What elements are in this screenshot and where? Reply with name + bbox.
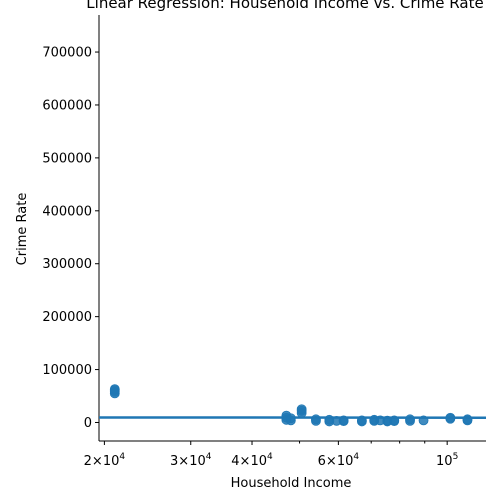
- x-axis: 2×104 3×104 4×104 6×104 105: [84, 440, 486, 469]
- y-tick-label: 100000: [42, 363, 92, 378]
- plot-area: [98, 384, 487, 427]
- y-tick-label: 200000: [42, 310, 92, 325]
- x-tick-label: 6×104: [318, 452, 360, 469]
- y-tick-label: 600000: [42, 98, 92, 113]
- y-axis-label: Crime Rate: [15, 193, 30, 266]
- data-point: [445, 412, 456, 423]
- y-tick-label: 0: [84, 416, 92, 431]
- x-tick-label: 2×104: [84, 452, 126, 469]
- x-tick-label: 3×104: [170, 452, 212, 469]
- data-point: [356, 415, 367, 426]
- y-tick-label: 300000: [42, 257, 92, 272]
- y-tick-label: 500000: [42, 151, 92, 166]
- data-point: [418, 415, 429, 426]
- data-point: [462, 414, 473, 425]
- y-axis: 0 100000 200000 300000 400000 500000 600000 700…: [42, 15, 100, 441]
- y-tick-label: 700000: [42, 46, 92, 61]
- x-axis-label: Household Income: [231, 476, 352, 491]
- x-tick-label: 105: [436, 452, 458, 469]
- y-tick-label: 400000: [42, 204, 92, 219]
- chart-title: Linear Regression: Household Income vs. …: [86, 0, 483, 12]
- data-point: [405, 414, 415, 425]
- data-point: [311, 414, 321, 425]
- x-tick-label: 4×104: [231, 452, 273, 469]
- data-point: [296, 404, 307, 415]
- data-point: [338, 415, 349, 426]
- data-point: [109, 384, 120, 395]
- data-point: [389, 415, 400, 426]
- data-point: [285, 413, 296, 424]
